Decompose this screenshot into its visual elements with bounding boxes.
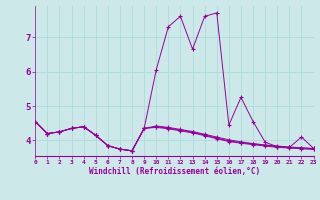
X-axis label: Windchill (Refroidissement éolien,°C): Windchill (Refroidissement éolien,°C)	[89, 167, 260, 176]
